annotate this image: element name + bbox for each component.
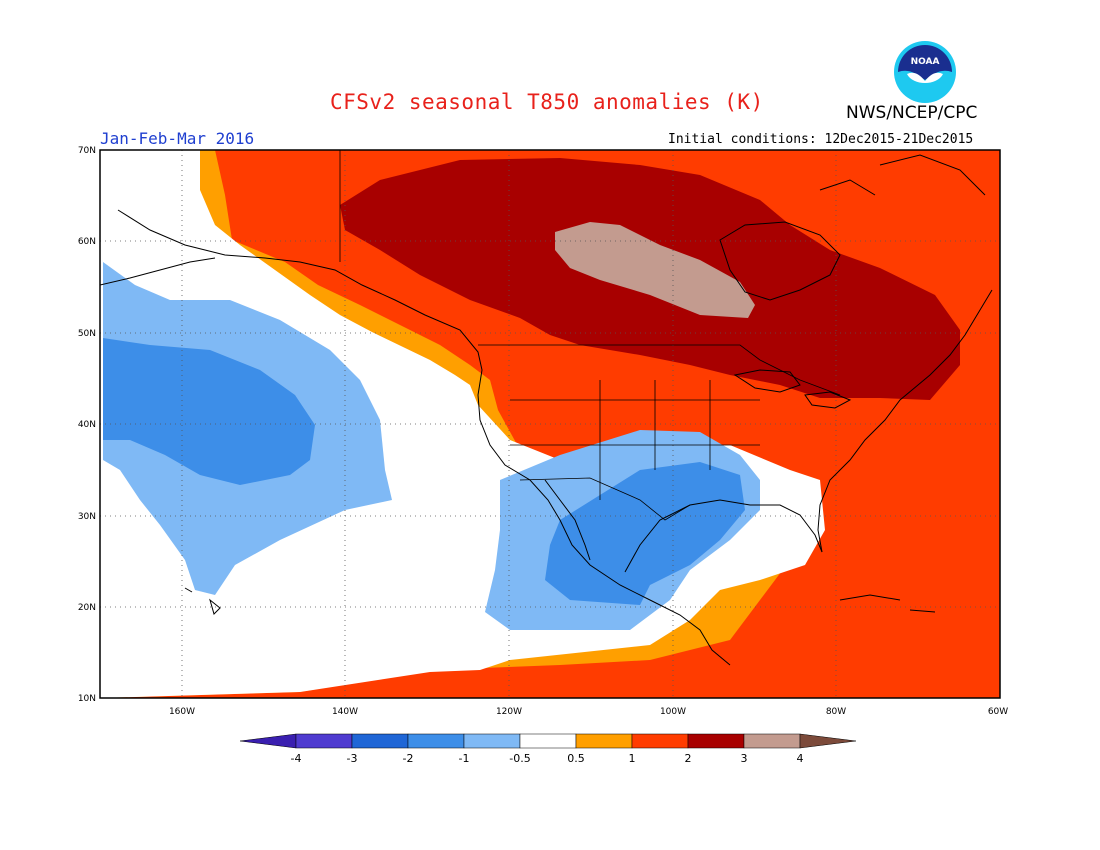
coastlines xyxy=(100,154,993,666)
lon-label-80w: 80W xyxy=(826,707,846,717)
colorbar-label-m3: -3 xyxy=(347,752,358,765)
colorbar xyxy=(239,733,857,749)
lat-label-20n: 20N xyxy=(78,603,96,613)
lat-label-10n: 10N xyxy=(78,694,96,704)
colorbar-swatch-4 xyxy=(463,733,521,749)
colorbar-label-m4: -4 xyxy=(291,752,302,765)
colorbar-swatch-2 xyxy=(351,733,409,749)
lat-label-50n: 50N xyxy=(78,329,96,339)
lat-label-30n: 30N xyxy=(78,512,96,522)
grid-lines xyxy=(100,150,1000,698)
map-frame xyxy=(99,149,1001,699)
political-borders xyxy=(339,150,841,521)
colorbar-label-p3: 3 xyxy=(741,752,748,765)
colorbar-swatch-6 xyxy=(575,733,633,749)
lon-label-60w: 60W xyxy=(988,707,1008,717)
colorbar-label-m1: -1 xyxy=(459,752,470,765)
lat-label-70n: 70N xyxy=(78,146,96,156)
noaa-logo: NOAA xyxy=(894,41,956,103)
colorbar-label-m05: -0.5 xyxy=(509,752,530,765)
lon-label-140w: 140W xyxy=(332,707,358,717)
colorbar-swatch-1 xyxy=(295,733,353,749)
lon-label-160w: 160W xyxy=(169,707,195,717)
colorbar-swatch-5 xyxy=(519,733,577,749)
colorbar-swatch-3 xyxy=(407,733,465,749)
longitude-labels: 160W 140W 120W 100W 80W 60W xyxy=(169,707,1008,717)
colorbar-swatch-9 xyxy=(743,733,801,749)
organization-label: NWS/NCEP/CPC xyxy=(846,103,978,123)
colorbar-arrow-low xyxy=(239,733,297,749)
anomaly-field xyxy=(100,150,1000,698)
colorbar-swatch-7 xyxy=(631,733,689,749)
colorbar-label-p4: 4 xyxy=(797,752,804,765)
colorbar-arrow-high xyxy=(799,733,857,749)
lat-label-60n: 60N xyxy=(78,237,96,247)
colorbar-label-p1: 1 xyxy=(629,752,636,765)
initial-conditions: Initial conditions: 12Dec2015-21Dec2015 xyxy=(668,132,974,147)
colorbar-label-m2: -2 xyxy=(403,752,414,765)
colorbar-label-p2: 2 xyxy=(685,752,692,765)
latitude-labels: 70N 60N 50N 40N 30N 20N 10N xyxy=(78,146,96,704)
forecast-period: Jan-Feb-Mar 2016 xyxy=(100,129,255,148)
map-title: CFSv2 seasonal T850 anomalies (K) xyxy=(330,90,764,114)
logo-text: NOAA xyxy=(911,57,940,67)
lon-label-120w: 120W xyxy=(496,707,522,717)
lat-label-40n: 40N xyxy=(78,420,96,430)
lon-label-100w: 100W xyxy=(660,707,686,717)
colorbar-labels: -4 -3 -2 -1 -0.5 0.5 1 2 3 4 xyxy=(291,752,804,765)
colorbar-label-p05: 0.5 xyxy=(567,752,585,765)
colorbar-swatch-8 xyxy=(687,733,745,749)
